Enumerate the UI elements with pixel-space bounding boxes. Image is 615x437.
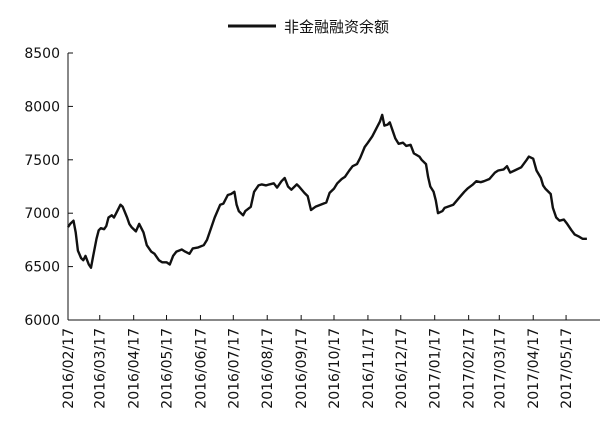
x-tick-label: 2017/04/17: [526, 328, 542, 409]
x-tick-label: 2016/08/17: [260, 328, 276, 409]
x-tick-label: 2016/10/17: [327, 328, 343, 409]
x-tick-label: 2016/05/17: [160, 328, 176, 409]
y-tick-label: 7000: [24, 206, 60, 222]
x-tick-label: 2017/03/17: [492, 328, 508, 409]
legend: 非金融融资余额: [228, 18, 389, 36]
x-axis: 2016/02/17 2016/03/17 2016/04/17 2016/05/17…: [61, 315, 600, 409]
x-tick-label: 2016/09/17: [294, 328, 310, 409]
legend-label: 非金融融资余额: [284, 18, 389, 36]
x-tick-label: 2016/06/17: [193, 328, 209, 409]
x-tick-label: 2016/11/17: [361, 328, 377, 409]
x-tick-label: 2016/07/17: [226, 328, 242, 409]
x-tick-label: 2017/02/17: [462, 328, 478, 409]
x-tick-label: 2017/05/17: [559, 328, 575, 409]
x-tick-label: 2016/12/17: [394, 328, 410, 409]
y-tick-label: 7500: [24, 153, 60, 169]
x-tick-label: 2016/04/17: [127, 328, 143, 409]
plot-area: [67, 113, 587, 269]
y-tick-label: 8500: [24, 46, 60, 62]
x-tick-label: 2016/03/17: [93, 328, 109, 409]
series-line: [67, 113, 587, 269]
y-axis: 6000 6500 7000 7500 8000 8500: [24, 46, 73, 329]
x-tick-label: 2017/01/17: [428, 328, 444, 409]
y-tick-label: 6500: [24, 260, 60, 276]
x-tick-label: 2016/02/17: [61, 328, 77, 409]
y-tick-label: 8000: [24, 99, 60, 115]
y-tick-label: 6000: [24, 313, 60, 329]
